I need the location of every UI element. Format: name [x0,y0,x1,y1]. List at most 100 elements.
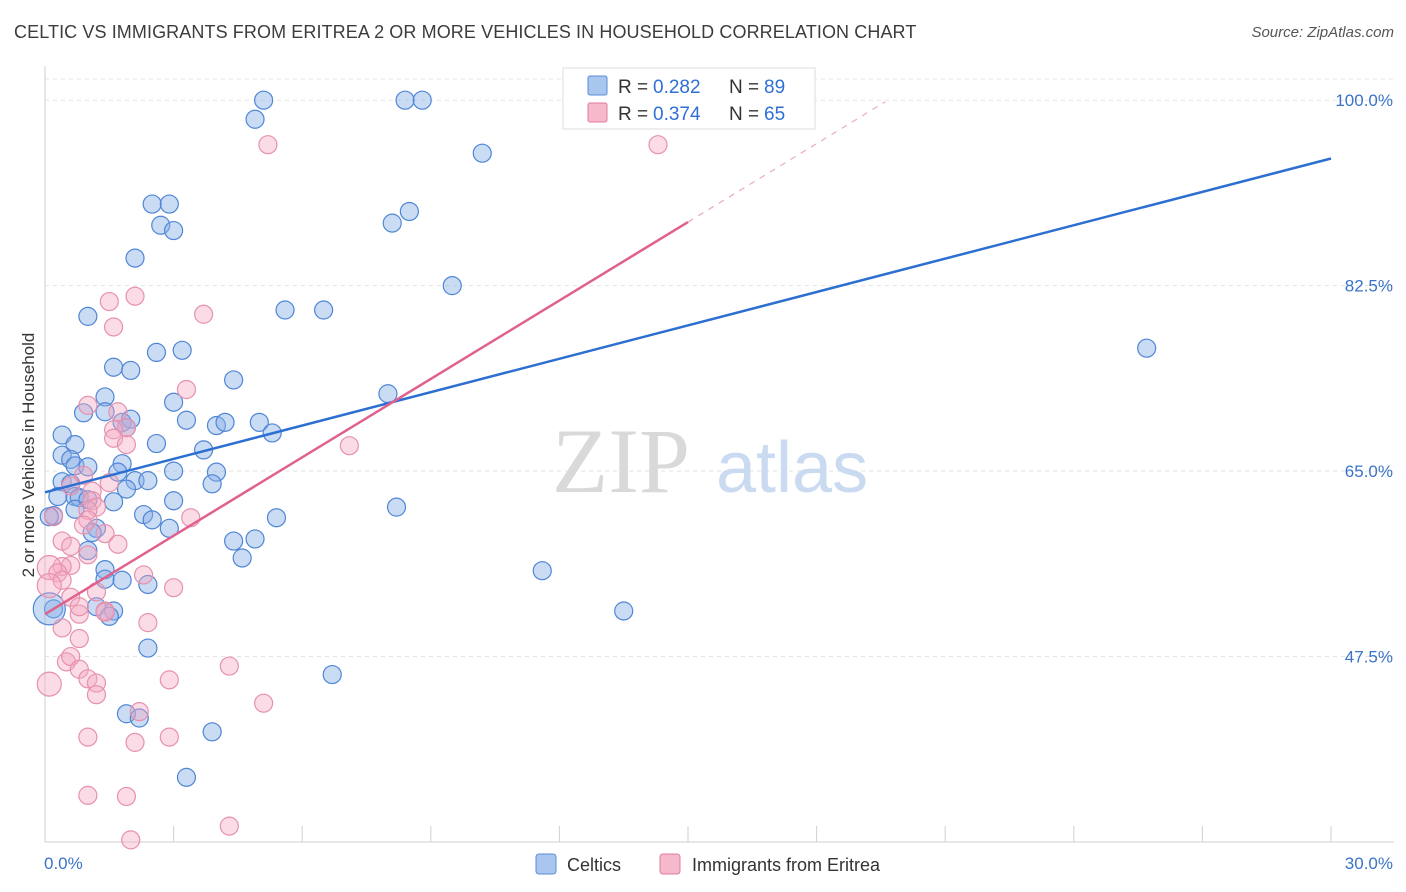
celtic-point-45 [164,461,184,481]
tick-labels: 100.0% 82.5% 65.0% 47.5% 0.0% 30.0% [44,91,1393,873]
eritrea-point-25 [95,524,115,544]
watermark-atlas: atlas [716,428,868,508]
celtic-point-8 [399,201,419,222]
celtic-point-1 [395,90,415,110]
celtic-point-7 [382,213,402,233]
celtic-point-51 [202,474,222,494]
celtic-point-14 [314,300,334,320]
bottom-legend: Celtics Immigrants from Eritrea [535,853,881,875]
eritrea-point-29 [78,545,98,565]
celtic-point-21 [224,370,244,390]
celtic-points [32,90,1157,787]
legend-r-value-celtic: 0.282 [653,77,701,98]
bottom-legend-label-eritrea: Immigrants from Eritrea [692,855,881,875]
celtic-point-18 [146,342,167,363]
y-tick-label-0: 100.0% [1335,91,1393,110]
eritrea-point-62 [219,816,239,836]
eritrea-point-50 [159,670,179,690]
trend-layer [44,101,1332,616]
celtic-point-17 [172,340,192,360]
celtic-point-76 [112,570,132,590]
eritrea-point-63 [121,830,141,850]
eritrea-points [36,135,668,850]
celtic-point-16 [1137,338,1157,358]
celtic-point-35 [52,425,72,445]
legend-n-label-eritrea: N = [729,104,759,125]
celtic-point-58 [164,491,184,511]
celtic-point-15 [78,306,98,326]
eritrea-point-59 [159,727,179,747]
celtic-point-65 [266,508,287,528]
eritrea-point-2 [125,286,145,306]
eritrea-point-36 [133,565,154,585]
celtic-point-20 [121,360,141,381]
celtic-trend-line [44,157,1332,494]
eritrea-trend-line [44,220,689,616]
celtic-point-2 [412,90,432,110]
eritrea-point-45 [69,628,89,649]
eritrea-point-53 [36,671,62,697]
celtic-point-9 [151,215,171,235]
celtic-point-24 [164,392,184,412]
eritrea-point-7 [78,395,98,415]
eritrea-point-1 [258,135,278,155]
celtic-point-12 [442,276,462,296]
y-axis-label: 2 or more Vehicles in Household [19,333,38,578]
celtic-point-84 [322,664,342,685]
eritrea-point-56 [129,702,149,722]
x-tick-label-1: 30.0% [1345,854,1393,873]
eritrea-point-64 [69,597,89,617]
eritrea-point-60 [78,785,98,805]
eritrea-point-4 [194,304,214,324]
legend-n-label-celtic: N = [729,77,759,98]
celtic-point-88 [176,767,197,787]
celtic-point-46 [206,462,227,482]
eritrea-point-8 [108,402,128,422]
celtic-point-48 [138,471,158,491]
x-tick-label-0: 0.0% [44,854,83,873]
eritrea-point-0 [648,135,668,155]
celtic-point-52 [116,479,137,499]
celtic-point-89 [32,592,66,626]
eritrea-point-3 [99,291,119,312]
eritrea-point-58 [125,732,145,752]
celtic-point-32 [215,412,235,432]
celtic-point-37 [146,433,167,454]
celtic-point-23 [95,387,115,407]
celtic-point-29 [176,410,197,430]
celtic-point-5 [142,194,162,214]
celtic-point-83 [138,638,158,658]
grid-layer [45,78,1394,658]
legend-swatch-eritrea [587,102,608,123]
legend-r-value-eritrea: 0.374 [653,104,701,125]
celtic-point-10 [164,220,184,241]
bottom-legend-swatch-eritrea [659,853,681,875]
eritrea-point-34 [52,570,72,590]
celtic-point-69 [224,531,244,551]
celtic-point-4 [472,143,492,163]
celtic-point-64 [142,510,162,530]
eritrea-point-24 [73,515,94,535]
legend-n-value-eritrea: 65 [764,104,785,125]
legend-swatch-celtic [587,75,608,96]
legend-n-value-celtic: 89 [764,77,785,98]
eritrea-point-57 [78,727,98,747]
eritrea-point-28 [61,536,81,556]
eritrea-point-48 [219,656,239,676]
axes-layer [44,66,1394,843]
celtic-point-59 [386,497,407,517]
celtic-point-33 [249,412,269,432]
celtic-point-57 [103,492,124,512]
eritrea-point-54 [86,685,107,705]
eritrea-point-5 [103,317,124,337]
watermark: ZIP atlas [552,410,868,512]
eritrea-point-16 [99,473,119,493]
eritrea-point-42 [69,604,89,624]
celtic-point-3 [245,109,265,129]
celtic-point-53 [48,486,68,507]
celtic-point-36 [65,435,85,455]
y-tick-label-1: 82.5% [1345,277,1393,296]
celtic-point-11 [125,248,145,268]
eritrea-point-41 [95,602,115,622]
